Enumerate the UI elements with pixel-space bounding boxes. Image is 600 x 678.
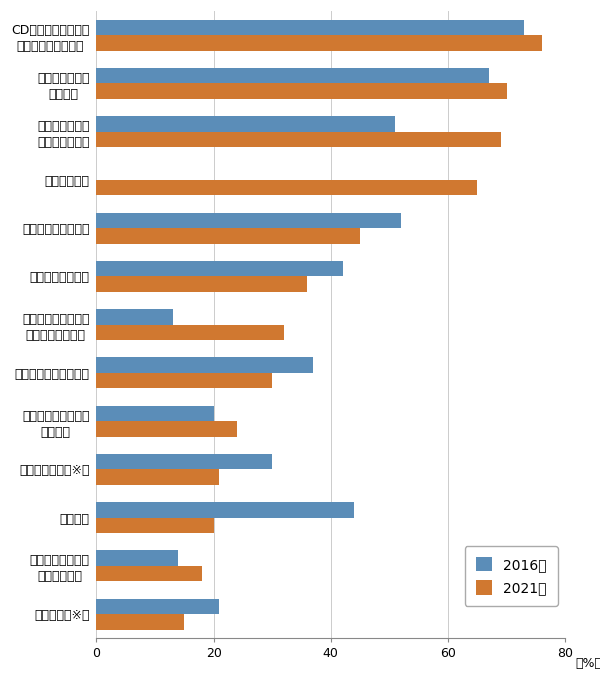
Legend: 2016年, 2021年: 2016年, 2021年 <box>464 546 558 606</box>
Bar <box>97 373 272 388</box>
Bar <box>97 517 214 533</box>
Bar <box>97 357 313 373</box>
Bar <box>97 68 489 83</box>
Bar <box>97 20 524 35</box>
Bar <box>97 213 401 228</box>
Bar <box>97 309 173 325</box>
Bar <box>97 614 184 630</box>
Bar <box>97 180 477 195</box>
Bar <box>97 35 542 51</box>
Bar <box>97 502 354 517</box>
Bar <box>97 132 500 147</box>
Bar <box>97 277 307 292</box>
Bar <box>97 83 506 99</box>
Bar <box>97 116 395 132</box>
Bar <box>97 405 214 421</box>
Bar <box>97 551 178 566</box>
Bar <box>97 421 237 437</box>
Bar <box>97 228 360 243</box>
X-axis label: （%）: （%） <box>575 657 600 670</box>
Bar <box>97 469 220 485</box>
Bar <box>97 325 284 340</box>
Bar <box>97 566 202 581</box>
Bar <box>97 599 220 614</box>
Bar <box>97 261 343 277</box>
Bar <box>97 454 272 469</box>
